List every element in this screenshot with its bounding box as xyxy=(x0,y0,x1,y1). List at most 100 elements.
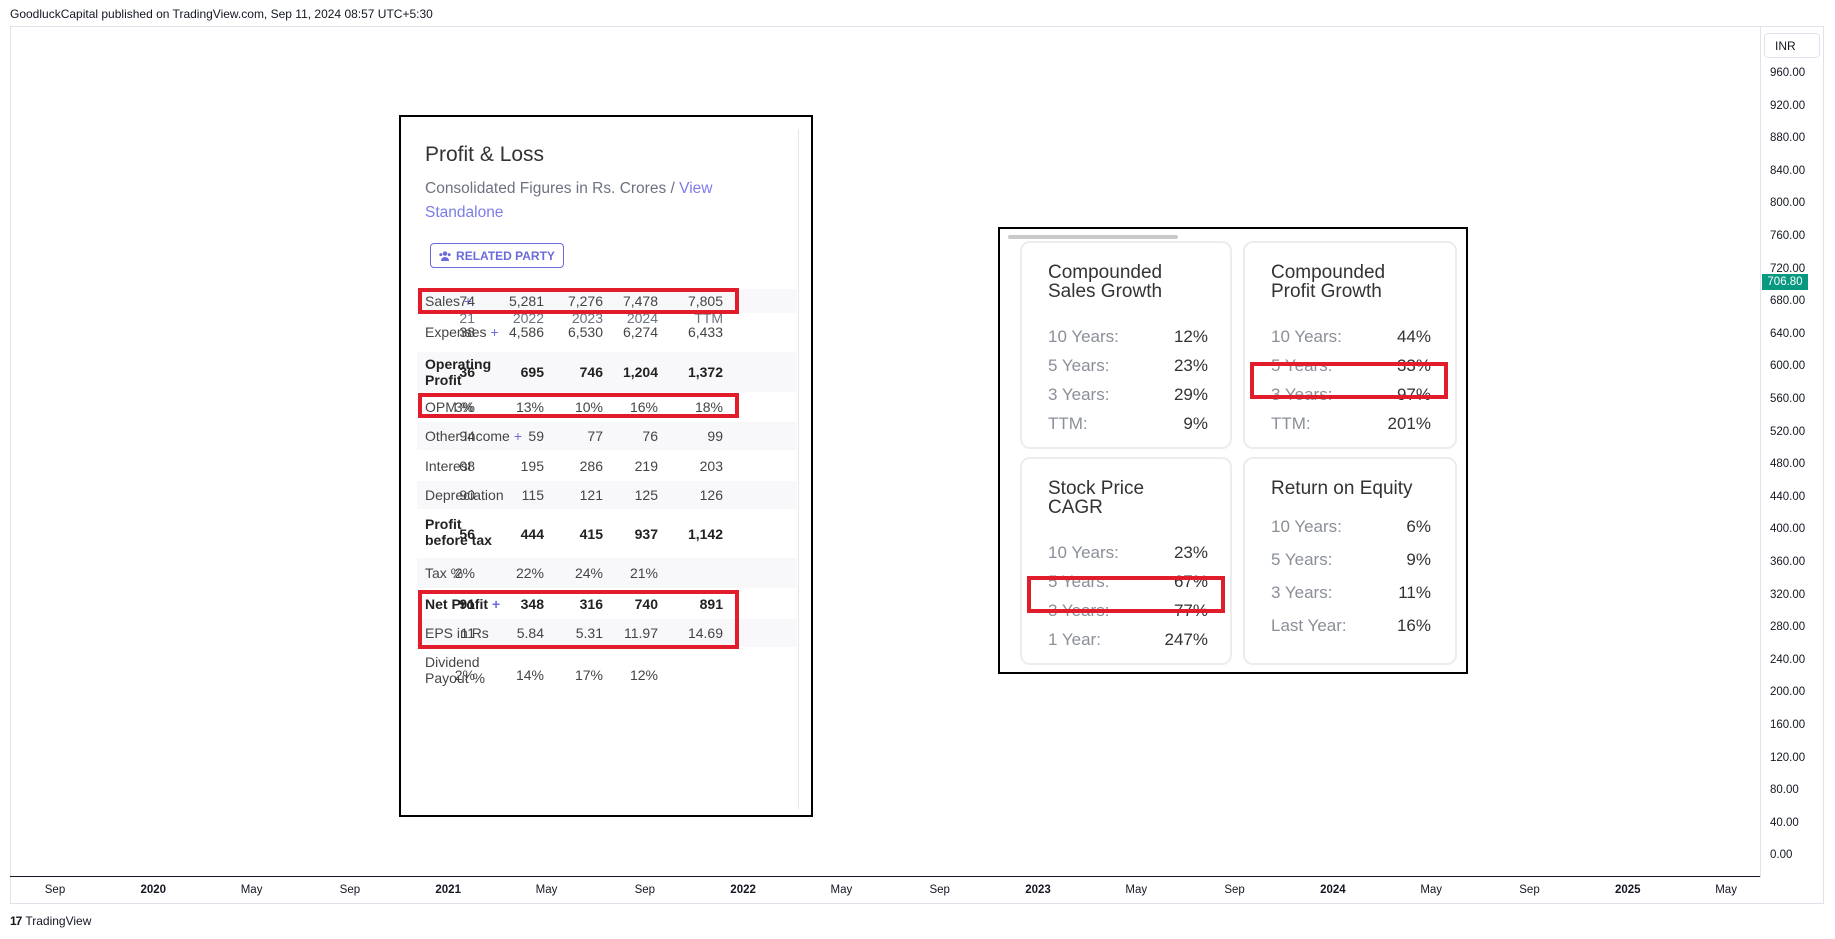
card-title: Compounded Profit Growth xyxy=(1271,262,1386,302)
stat-row: 3 Years: 29% xyxy=(1048,385,1208,405)
cell-value: 4,586 xyxy=(508,324,544,340)
highlight-cagr-3y xyxy=(1027,576,1225,613)
expand-plus-icon[interactable]: + xyxy=(513,428,523,444)
cell-value: 348 xyxy=(520,596,544,612)
price-tick: 80.00 xyxy=(1770,784,1799,797)
cell-value: 6,274 xyxy=(622,324,658,340)
stat-label: TTM: xyxy=(1271,414,1311,433)
stat-label: 5 Years: xyxy=(1048,356,1110,375)
time-tick: May xyxy=(535,884,558,896)
stat-value: 12% xyxy=(1173,327,1208,346)
highlight-netprofit-eps xyxy=(418,590,739,649)
cell-value: 125 xyxy=(634,487,658,503)
time-tick: May xyxy=(1420,884,1443,896)
time-tick: 2022 xyxy=(730,884,756,896)
cell-value: 195 xyxy=(520,458,544,474)
stat-value: 11% xyxy=(1398,583,1431,602)
highlight-sales xyxy=(418,288,739,314)
stat-row: Last Year: 16% xyxy=(1271,616,1431,636)
pl-subtitle-text: Consolidated Figures in Rs. Crores / xyxy=(425,180,680,197)
cell-value: 1,204 xyxy=(622,364,658,380)
time-tick: Sep xyxy=(634,884,656,896)
table-row: Sales +74 5,281 7,276 7,478 7,805 xyxy=(417,289,797,313)
stat-row: 5 Years: 23% xyxy=(1048,356,1208,376)
cell-value: 6,530 xyxy=(567,324,603,340)
price-tick: 640.00 xyxy=(1770,327,1806,340)
expand-plus-icon[interactable]: + xyxy=(490,324,499,340)
stat-value: 44% xyxy=(1396,327,1431,346)
cell-value: 415 xyxy=(579,526,603,542)
table-row: Operating Profit 36 695 746 1,204 1,372 xyxy=(417,352,797,392)
footer-brand[interactable]: 17 TradingView xyxy=(10,914,91,928)
row-label: Interest xyxy=(425,451,545,481)
column-header-line2: TTM xyxy=(694,310,723,326)
cell-value: 36 xyxy=(459,364,475,380)
row-label-text: Dividend Payout % xyxy=(425,654,485,686)
price-tick: 160.00 xyxy=(1770,719,1806,731)
row-label-text: Tax % xyxy=(425,565,464,581)
growth-card: Compounded Sales Growth 10 Years: 12% 5 Yea… xyxy=(1020,241,1232,449)
time-tick: May xyxy=(1125,884,1148,896)
column-header-line2: 21 xyxy=(459,310,475,326)
currency-selector[interactable]: INR xyxy=(1764,33,1820,58)
time-tick: May xyxy=(240,884,263,896)
expand-plus-icon[interactable]: + xyxy=(464,293,473,309)
related-party-button[interactable]: RELATED PARTY xyxy=(430,243,564,268)
price-tick: 40.00 xyxy=(1770,816,1799,829)
card-title: Compounded Sales Growth xyxy=(1048,262,1163,302)
row-label-text: Operating Profit xyxy=(425,356,492,388)
cell-value: 14.69 xyxy=(687,625,723,641)
cell-value: 126 xyxy=(699,487,723,503)
column-header-line2: 2022 xyxy=(512,310,544,326)
price-tick: 320.00 xyxy=(1770,588,1806,601)
cell-value: 21% xyxy=(629,565,658,581)
column-header-line2: 2023 xyxy=(571,310,603,326)
price-tick: 600.00 xyxy=(1770,360,1806,373)
stat-value: 23% xyxy=(1173,356,1208,375)
stat-row: TTM: 201% xyxy=(1271,414,1431,434)
stat-label: 3 Years: xyxy=(1271,583,1333,602)
price-tick: 720.00 xyxy=(1770,262,1806,275)
cell-value: 77 xyxy=(587,428,603,444)
stat-row: TTM: 9% xyxy=(1048,414,1208,434)
time-tick: 2024 xyxy=(1320,884,1346,896)
row-label: Net Profit + xyxy=(425,591,545,617)
expand-plus-icon[interactable]: + xyxy=(492,596,501,612)
price-tick: 520.00 xyxy=(1770,425,1806,438)
table-row: Interest 08 195 286 219 203 xyxy=(417,451,797,481)
price-tick: 760.00 xyxy=(1770,230,1806,242)
cell-value: 121 xyxy=(579,487,603,503)
row-label: Sales + xyxy=(425,289,545,313)
users-icon xyxy=(439,250,451,261)
price-tick: 240.00 xyxy=(1770,653,1806,666)
price-tick: 920.00 xyxy=(1770,99,1806,112)
row-label: Dividend Payout % xyxy=(425,654,501,686)
stat-value: 9% xyxy=(1406,550,1431,569)
row-label: EPS in Rs xyxy=(425,619,545,647)
stat-value: 23% xyxy=(1173,543,1208,562)
price-axis[interactable] xyxy=(1760,26,1825,878)
cell-value: 5.84 xyxy=(516,625,544,641)
stat-label: Last Year: xyxy=(1271,616,1347,635)
cell-value: 1,372 xyxy=(687,364,723,380)
price-tick: 200.00 xyxy=(1770,686,1806,699)
row-label: Depreciation xyxy=(425,481,545,509)
cell-value: 286 xyxy=(579,458,603,474)
cell-value: 746 xyxy=(579,364,603,380)
price-tick: 480.00 xyxy=(1770,458,1806,471)
time-tick: 2023 xyxy=(1025,884,1051,896)
chart-pane[interactable] xyxy=(10,26,1824,904)
highlight-opm xyxy=(418,393,739,418)
time-tick: 2021 xyxy=(435,884,461,896)
table-row: EPS in Rs 11 5.84 5.31 11.97 14.69 xyxy=(417,619,797,647)
scrollbar xyxy=(798,129,799,809)
time-axis[interactable] xyxy=(10,876,1760,904)
time-tick: Sep xyxy=(1519,884,1540,896)
tradingview-logo-icon: 17 xyxy=(10,914,22,928)
time-tick: Sep xyxy=(339,884,361,896)
stat-row: 3 Years: 97% xyxy=(1271,385,1431,405)
table-row: Profit before tax 56 444 415 937 1,142 xyxy=(417,512,797,556)
view-standalone-link[interactable]: View Standalone xyxy=(425,180,713,221)
row-label-text: Expenses xyxy=(425,324,487,340)
cell-value: 937 xyxy=(634,526,658,542)
